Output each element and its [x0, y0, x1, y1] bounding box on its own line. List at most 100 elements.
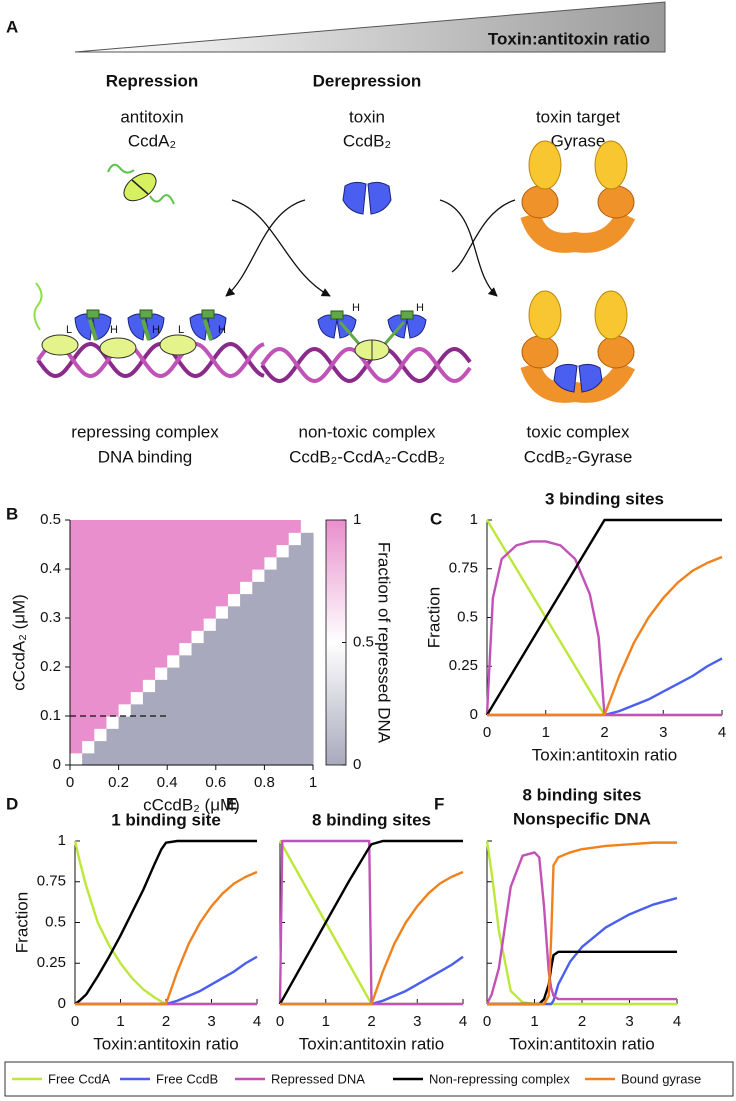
heatmap-cell	[300, 605, 314, 619]
heatmap-cell	[300, 703, 314, 717]
heatmap-cell	[300, 630, 314, 644]
heatmap-cell	[106, 716, 120, 729]
heatmap-cell	[215, 618, 229, 631]
heatmap-cell	[82, 618, 95, 631]
heatmap-cell	[167, 654, 180, 668]
heatmap-cell	[179, 752, 193, 766]
heatmap-cell	[227, 740, 241, 754]
heatmap-cell	[82, 532, 95, 546]
heatmap-cell	[155, 691, 168, 705]
heatmap-cell	[70, 642, 83, 656]
heatmap-cell	[203, 703, 217, 717]
heatmap-cell	[155, 728, 168, 742]
heatmap-cell	[142, 728, 156, 742]
heatmap-cell	[288, 556, 302, 570]
heatmap-cell	[240, 691, 253, 705]
heatmap-cell	[82, 581, 95, 595]
heatmap-cell	[94, 581, 108, 595]
heatmap-cell	[179, 667, 193, 680]
dna-strand	[36, 341, 265, 379]
heatmap-cell	[70, 581, 83, 595]
heatmap-cell	[179, 642, 193, 656]
heatmap-cell	[155, 605, 168, 619]
heatmap-cell	[70, 667, 83, 680]
column-heading: Repression	[106, 71, 199, 90]
heatmap-cell	[155, 703, 168, 717]
series-line	[278, 839, 463, 1006]
heatmap-cell	[179, 618, 193, 631]
x-axis-label: Toxin:antitoxin ratio	[299, 1034, 445, 1053]
y-tick-label: 0.4	[40, 560, 61, 577]
heatmap-cell	[142, 716, 156, 729]
heatmap-cell	[179, 593, 193, 607]
heatmap-cell	[288, 728, 302, 742]
heatmap-cell	[240, 740, 253, 754]
heatmap-cell	[240, 532, 253, 546]
y-tick-label: 0	[53, 756, 61, 773]
heatmap-cell	[106, 532, 120, 546]
ratio-gradient	[74, 1, 666, 53]
site-label: H	[218, 324, 226, 336]
heatmap-cell	[240, 581, 253, 595]
heatmap-cell	[191, 605, 205, 619]
heatmap-cell	[94, 740, 108, 754]
y-tick-label: 0	[470, 706, 478, 723]
heatmap-cell	[70, 520, 83, 533]
heatmap-cell	[82, 703, 95, 717]
heatmap-cell	[118, 642, 132, 656]
heatmap-cell	[300, 593, 314, 607]
heatmap-cell	[276, 569, 290, 582]
heatmap-cell	[130, 679, 144, 693]
x-tick-label: 2	[578, 1013, 586, 1030]
colorbar-tick-label: 0	[353, 756, 361, 773]
dna-strand	[260, 346, 472, 384]
heatmap-cell	[118, 703, 132, 717]
heatmap-cell	[70, 679, 83, 693]
heatmap-cell	[252, 593, 265, 607]
heatmap-cell	[300, 544, 314, 558]
heatmap-cell	[276, 642, 290, 656]
heatmap-cell	[227, 654, 241, 668]
heatmap-cell	[155, 716, 168, 729]
heatmap-cell	[227, 703, 241, 717]
heatmap-cell	[252, 581, 265, 595]
heatmap-cell	[252, 605, 265, 619]
heatmap-cell	[252, 569, 265, 582]
heatmap-cell	[118, 740, 132, 754]
protein-role: toxin	[349, 107, 385, 126]
heatmap-cell	[276, 532, 290, 546]
heatmap-cell	[240, 544, 253, 558]
heatmap-cell	[252, 556, 265, 570]
x-tick-label: 2	[162, 1013, 170, 1030]
heatmap-cell	[130, 654, 144, 668]
heatmap-cell	[240, 667, 253, 680]
chart-title: 1 binding site	[111, 810, 221, 829]
heatmap-cell	[252, 716, 265, 729]
heatmap-cell	[94, 728, 108, 742]
series-line	[485, 518, 722, 716]
heatmap-cell	[215, 630, 229, 644]
heatmap-cell	[179, 605, 193, 619]
heatmap-cell	[252, 520, 265, 533]
heatmap-cell	[276, 728, 290, 742]
heatmap-cell	[82, 544, 95, 558]
heatmap-cell	[142, 679, 156, 693]
heatmap-cell	[191, 740, 205, 754]
legend-label: Non-repressing complex	[429, 1071, 570, 1086]
x-tick-label: 0	[66, 774, 74, 791]
heatmap-cell	[300, 716, 314, 729]
heatmap-cell	[94, 520, 108, 533]
heatmap-cell	[70, 752, 83, 766]
heatmap-cell	[240, 593, 253, 607]
heatmap-cell	[106, 520, 120, 533]
heatmap-cell	[167, 630, 180, 644]
heatmap-cell	[179, 581, 193, 595]
x-tick-label: 1	[116, 1013, 124, 1030]
heatmap-cell	[276, 752, 290, 766]
column-heading: Derepression	[313, 71, 422, 90]
heatmap-cell	[130, 703, 144, 717]
heatmap-cell	[94, 556, 108, 570]
heatmap-cell	[252, 752, 265, 766]
heatmap-cell	[288, 716, 302, 729]
heatmap-cell	[167, 752, 180, 766]
